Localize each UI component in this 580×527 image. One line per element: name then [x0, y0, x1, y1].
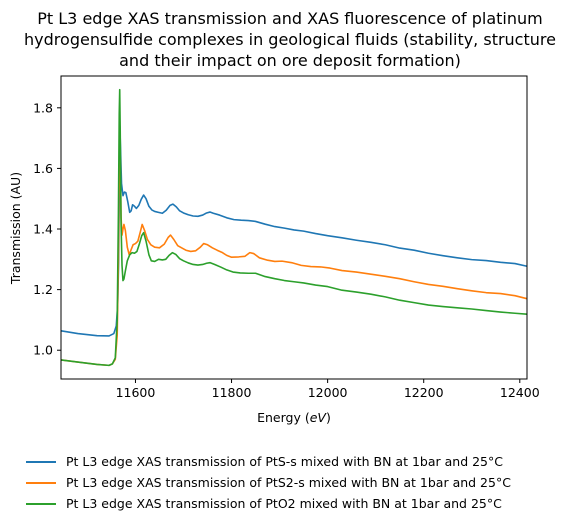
y-tick-label: 1.6: [33, 161, 53, 176]
legend-label-pto2: Pt L3 edge XAS transmission of PtO2 mixe…: [66, 496, 502, 511]
legend-swatch-pts2: [26, 482, 56, 484]
x-tick-label: 12000: [308, 385, 348, 400]
legend-label-pts: Pt L3 edge XAS transmission of PtS-s mix…: [66, 454, 503, 469]
x-tick-label: 12400: [500, 385, 540, 400]
chart-title-line-3: and their impact on ore deposit formatio…: [119, 51, 461, 70]
chart-title-line-2: hydrogensulfide complexes in geological …: [24, 30, 556, 49]
x-ticks: 11600 11800 12000 12200 12400: [116, 379, 540, 400]
y-tick-label: 1.2: [33, 282, 53, 297]
series-layer: [60, 88, 528, 367]
legend-item-pto2: Pt L3 edge XAS transmission of PtO2 mixe…: [26, 493, 576, 514]
chart-plot: 11600 11800 12000 12200 12400 1.01.21.41.61.…: [8, 75, 540, 425]
legend-item-pts2: Pt L3 edge XAS transmission of PtS2-s mi…: [26, 472, 576, 493]
series-line-2: [60, 131, 528, 367]
legend-swatch-pto2: [26, 503, 56, 505]
legend-swatch-pts: [26, 461, 56, 463]
x-tick-label: 11600: [116, 385, 156, 400]
x-axis-label: Energy (eV): [257, 410, 331, 425]
legend-item-pts: Pt L3 edge XAS transmission of PtS-s mix…: [26, 451, 576, 472]
chart-title-line-1: Pt L3 edge XAS transmission and XAS fluo…: [37, 9, 543, 28]
legend: Pt L3 edge XAS transmission of PtS-s mix…: [26, 451, 576, 514]
series-line-3: [60, 88, 528, 367]
y-ticks: 1.0 1.2 1.4 1.6 1.8: [33, 100, 61, 358]
y-tick-label: 1.0: [33, 343, 53, 358]
legend-label-pts2: Pt L3 edge XAS transmission of PtS2-s mi…: [66, 475, 511, 490]
plot-frame: [60, 75, 528, 380]
y-axis-label: Transmission (AU): [8, 172, 23, 285]
x-tick-label: 11800: [212, 385, 252, 400]
y-tick-label: 1.4: [33, 222, 53, 237]
x-tick-label: 12200: [404, 385, 444, 400]
series-line-1: [60, 125, 528, 337]
y-tick-label: 1.8: [33, 100, 53, 115]
